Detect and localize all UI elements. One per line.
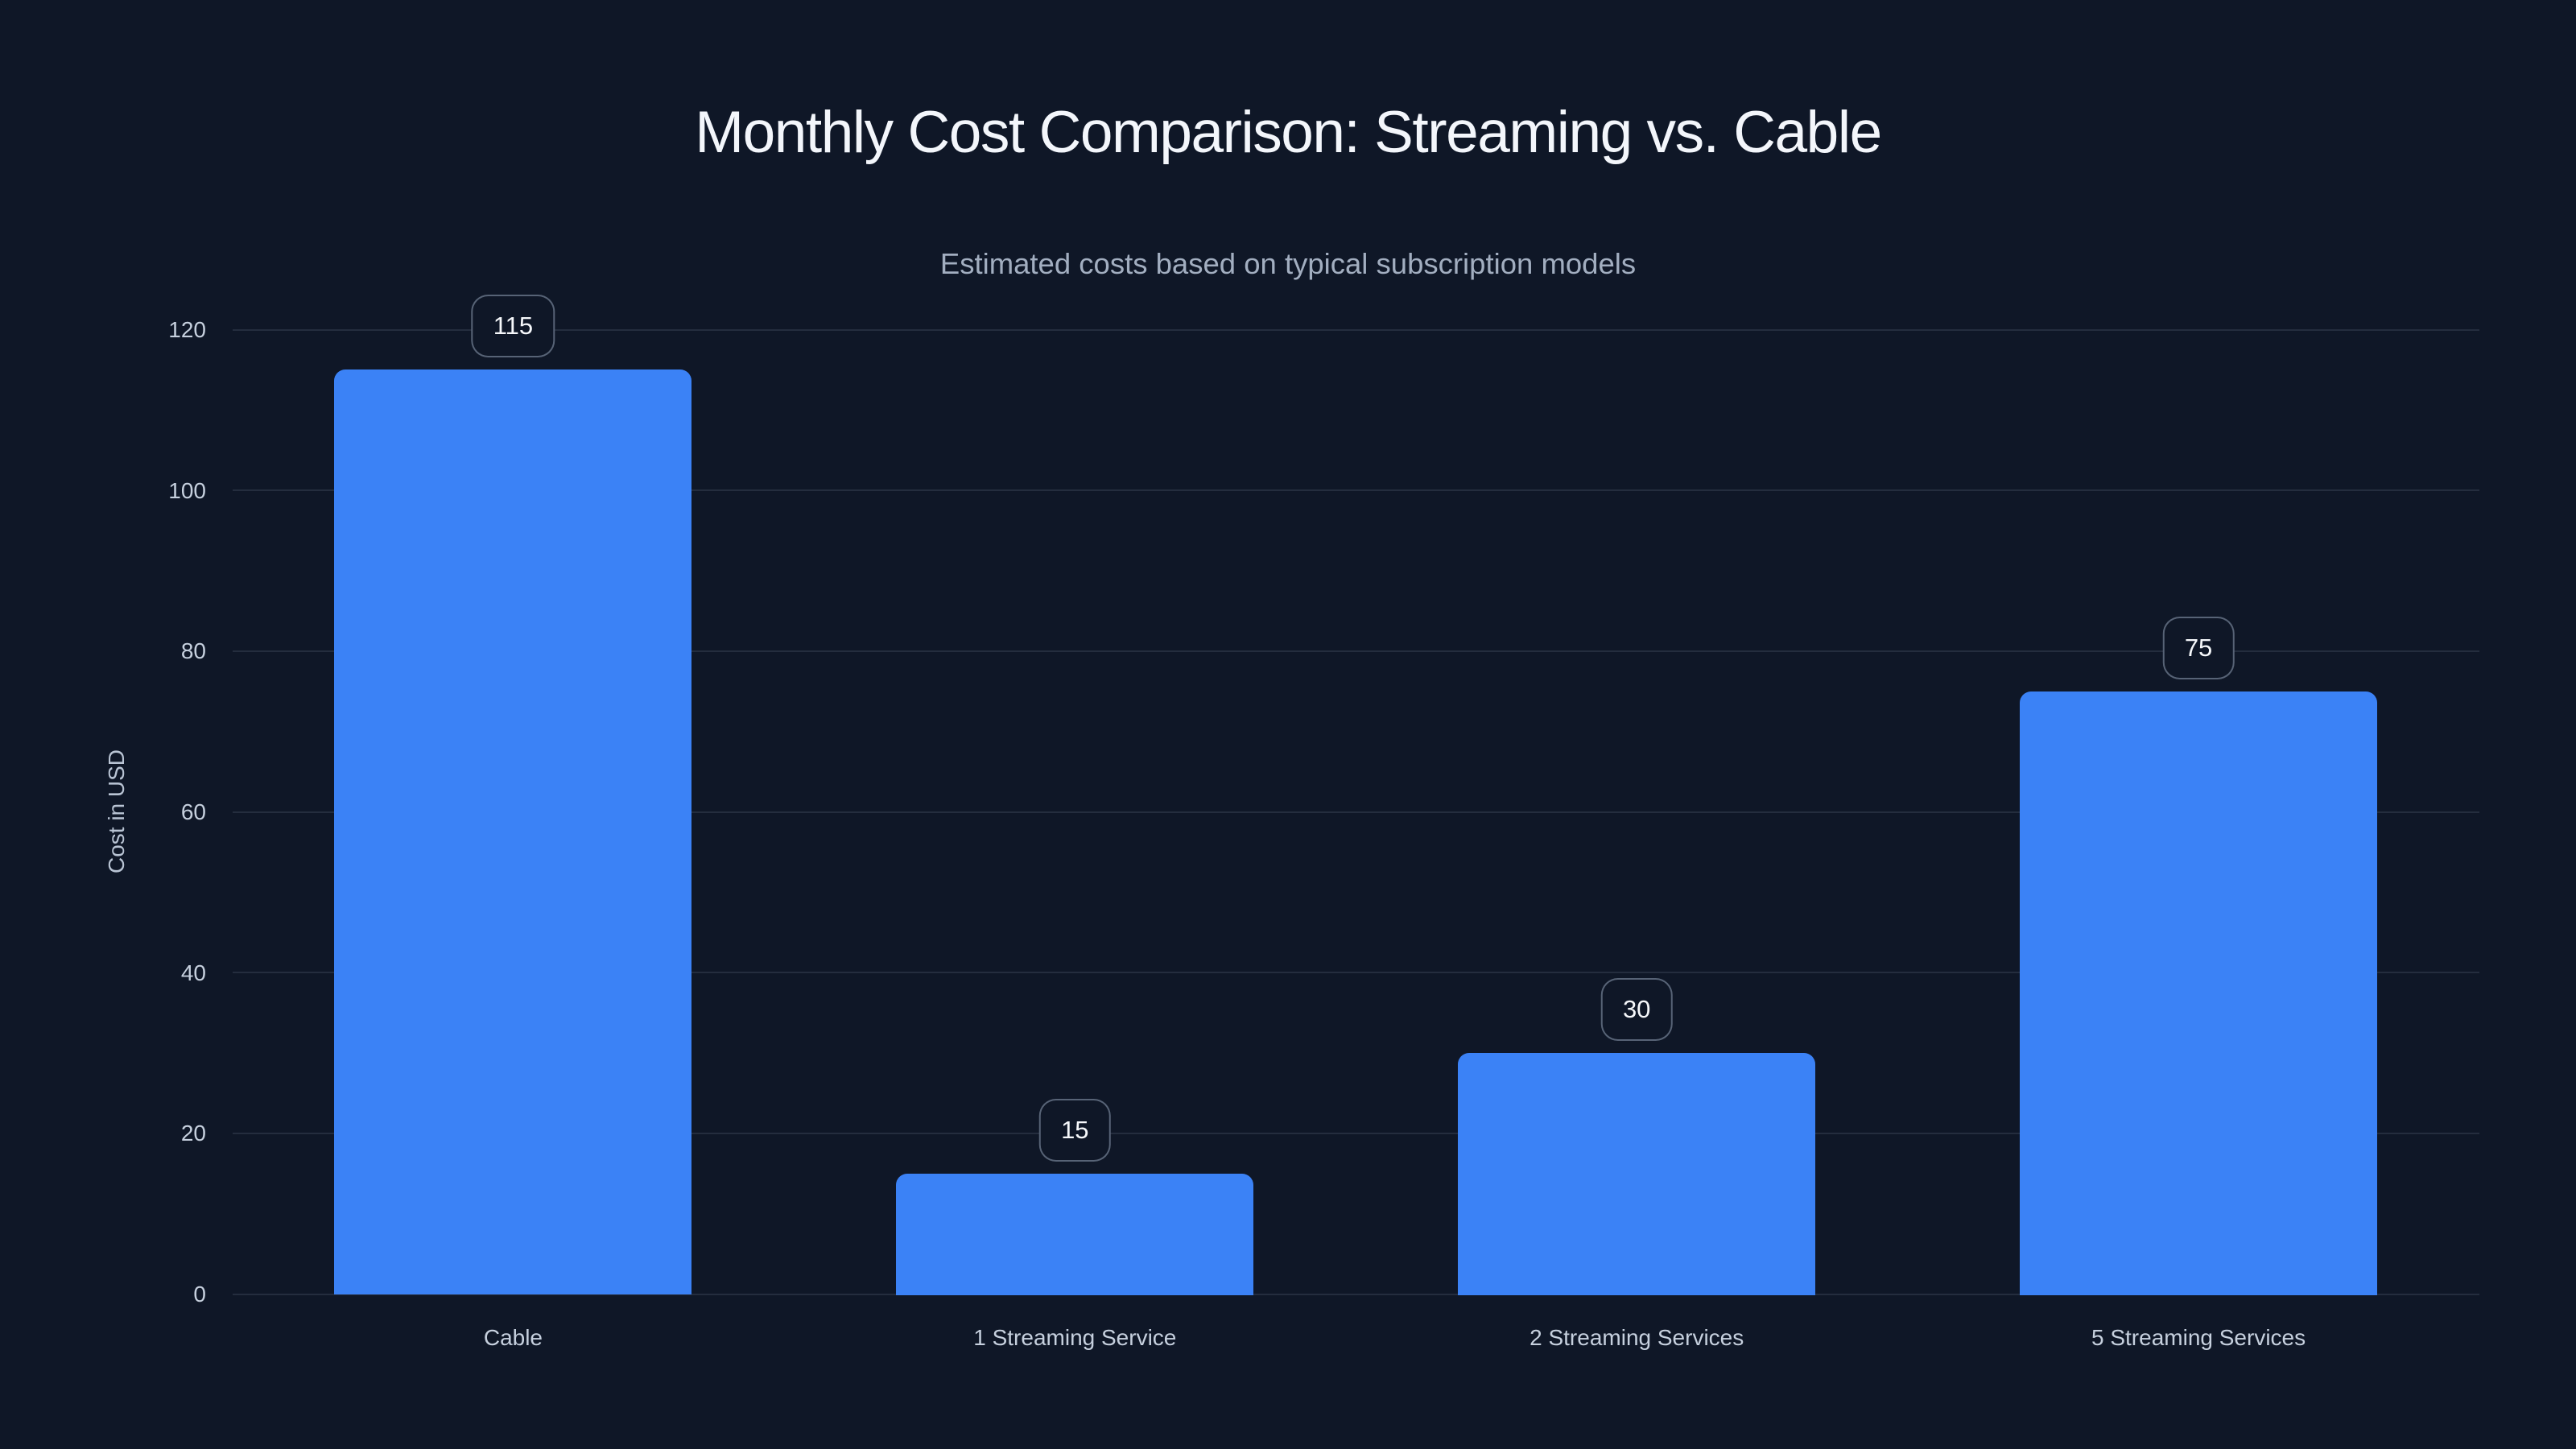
bar-2-streaming-services[interactable]: [1458, 1053, 1816, 1295]
x-tick-label-3: 2 Streaming Services: [1530, 1325, 1744, 1350]
chart-title: Monthly Cost Comparison: Streaming vs. C…: [695, 100, 1882, 165]
gridline-40: [232, 972, 2479, 974]
gridline-80: [232, 650, 2479, 652]
gridline-60: [232, 811, 2479, 813]
x-tick-label-2: 1 Streaming Service: [973, 1325, 1177, 1350]
y-tick-label-40: 40: [180, 960, 206, 985]
gridline-0: [232, 1293, 2479, 1295]
value-badge-115: 115: [471, 295, 555, 358]
y-tick-label-20: 20: [180, 1121, 206, 1146]
chart-subtitle: Estimated costs based on typical subscri…: [939, 247, 1637, 280]
y-tick-label-0: 0: [193, 1282, 206, 1307]
y-tick-label-100: 100: [168, 477, 206, 503]
value-badge-30: 30: [1600, 978, 1673, 1041]
y-tick-label-80: 80: [180, 638, 206, 664]
bar-5-streaming-services[interactable]: [2020, 691, 2378, 1295]
gridline-20: [232, 1132, 2479, 1134]
gridline-100: [232, 489, 2479, 492]
gridline-120: [232, 328, 2479, 331]
y-tick-label-60: 60: [180, 799, 206, 824]
value-badge-15: 15: [1039, 1098, 1111, 1162]
bar-cable[interactable]: [334, 369, 692, 1295]
value-badge-75: 75: [2162, 616, 2235, 679]
x-tick-label-1: Cable: [483, 1325, 543, 1350]
x-tick-label-4: 5 Streaming Services: [2091, 1325, 2306, 1350]
bar-1-streaming-service[interactable]: [896, 1173, 1254, 1295]
y-tick-label-120: 120: [168, 317, 206, 342]
